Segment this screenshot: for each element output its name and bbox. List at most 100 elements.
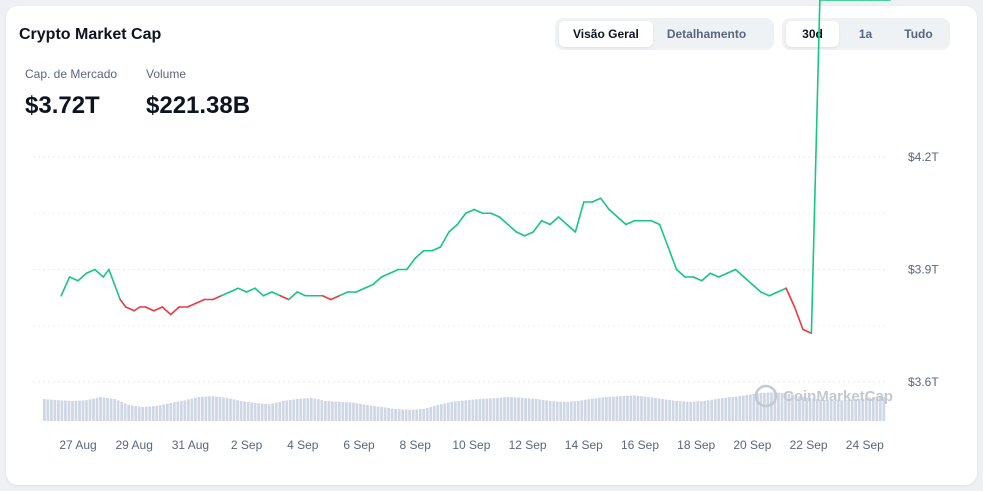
volume-bar	[299, 398, 303, 421]
line-segment	[743, 276, 754, 286]
volume-bar	[475, 399, 478, 421]
page-title: Crypto Market Cap	[19, 26, 162, 43]
volume-bar	[85, 400, 88, 421]
volume-bar	[513, 397, 517, 421]
x-tick-label: 24 Sep	[846, 438, 884, 452]
line-segment	[228, 287, 239, 293]
volume-bar	[833, 400, 837, 421]
volume-bar	[882, 397, 886, 421]
tab-overview[interactable]: Visão Geral	[559, 21, 653, 47]
volume-bar	[348, 402, 352, 421]
line-segment	[658, 223, 669, 248]
volume-bar	[429, 407, 433, 421]
volume-bar	[309, 397, 313, 421]
volume-bar	[390, 408, 394, 421]
volume-bar	[450, 401, 454, 421]
volume-bar	[106, 398, 109, 421]
line-segment	[456, 212, 467, 226]
line-segment	[557, 216, 568, 226]
volume-bar	[601, 397, 605, 421]
line-segment	[124, 306, 135, 312]
volume-bar	[749, 394, 752, 421]
x-tick-label: 2 Sep	[231, 438, 263, 452]
volume-bar	[151, 406, 155, 421]
y-tick-label: $3.9T	[908, 263, 939, 277]
line-segment	[490, 212, 501, 218]
volume-bar	[109, 398, 113, 421]
x-tick-label: 16 Sep	[621, 438, 659, 452]
volume-bar	[53, 399, 57, 421]
volume-bar	[478, 399, 482, 421]
volume-bar	[243, 401, 246, 421]
volume-bar	[752, 394, 756, 421]
x-tick-label: 22 Sep	[790, 438, 828, 452]
volume-bar	[597, 397, 601, 421]
range-1y[interactable]: 1a	[858, 27, 873, 41]
line-segment	[119, 298, 127, 308]
volume-bar	[137, 406, 141, 421]
volume-bar	[699, 401, 703, 421]
watermark-text: CoinMarketCap	[783, 388, 893, 405]
volume-bar	[640, 396, 643, 421]
volume-bar	[569, 401, 573, 421]
line-segment	[464, 208, 476, 215]
tab-breakdown[interactable]: Detalhamento	[666, 27, 747, 41]
volume-bar	[608, 396, 612, 421]
volume-bar	[633, 395, 636, 421]
volume-bar	[71, 401, 74, 421]
volume-bar	[527, 398, 531, 421]
volume-bar	[194, 397, 197, 421]
volume-bar	[43, 399, 46, 421]
volume-bar	[819, 399, 822, 421]
volume-bar	[285, 400, 289, 421]
volume-bar	[857, 399, 861, 421]
line-segment	[212, 294, 223, 301]
volume-bar	[155, 405, 159, 421]
volume-bar	[843, 400, 847, 421]
volume-bar	[612, 396, 615, 421]
volume-bar	[496, 397, 499, 421]
line-segment	[591, 197, 602, 203]
line-segment	[675, 268, 686, 278]
volume-bar	[727, 397, 731, 421]
volume-bar	[784, 393, 787, 421]
volume-bar	[204, 396, 208, 421]
volume-bar	[619, 396, 622, 421]
volume-bar	[380, 407, 383, 421]
volume-bar	[264, 403, 267, 421]
volume-bar	[169, 403, 173, 421]
volume-bar	[647, 397, 650, 421]
line-segment	[85, 268, 96, 275]
volume-bar	[531, 398, 534, 421]
volume-bar	[717, 398, 721, 421]
volume-bar	[664, 399, 668, 421]
range-30d[interactable]: 30d	[786, 21, 839, 47]
volume-bar	[506, 397, 510, 421]
volume-bar	[211, 396, 215, 421]
range-all[interactable]: Tudo	[904, 27, 933, 41]
volume-bar	[861, 398, 865, 421]
volume-bar	[165, 403, 169, 421]
volume-bar	[871, 397, 875, 421]
volume-bar	[636, 395, 640, 421]
volume-bar	[622, 396, 626, 421]
volume-bar	[74, 400, 78, 421]
watermark: CoinMarketCap	[754, 384, 893, 408]
volume-bar	[148, 406, 152, 421]
x-tick-label: 6 Sep	[343, 438, 375, 452]
volume-bar	[703, 401, 707, 421]
line-segment	[717, 272, 728, 278]
volume-bar	[689, 401, 693, 421]
volume-bar	[418, 409, 422, 421]
line-segment	[768, 291, 779, 297]
x-tick-label: 14 Sep	[565, 438, 603, 452]
line-segment	[68, 276, 79, 282]
volume-bar	[232, 399, 236, 421]
volume-bar	[741, 395, 745, 421]
volume-bar	[250, 402, 253, 421]
y-tick-label: $3.6T	[908, 375, 939, 389]
volume-bar	[794, 395, 798, 421]
volume-bar	[654, 398, 657, 421]
volume-bar	[327, 401, 331, 421]
volume-bar	[92, 398, 95, 421]
